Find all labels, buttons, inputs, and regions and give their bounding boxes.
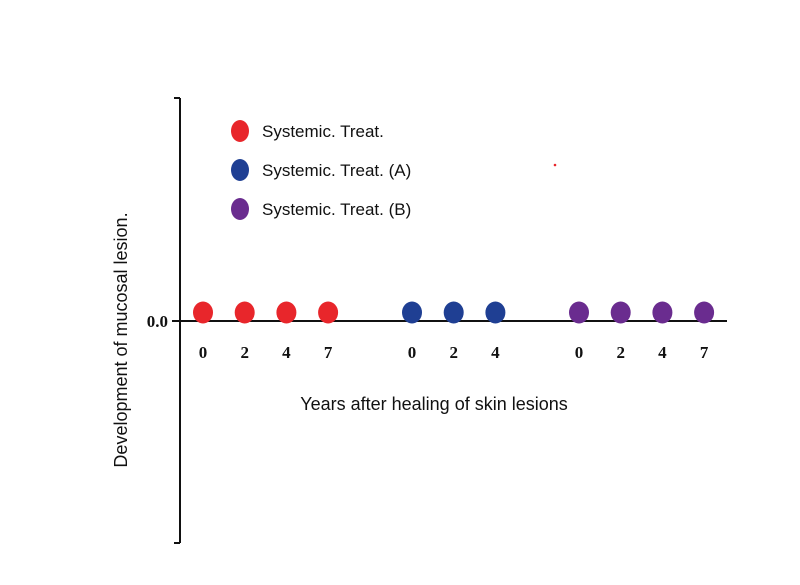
data-point-series-2-1 <box>610 301 631 324</box>
legend-label-1: Systemic. Treat. (A) <box>262 161 411 180</box>
data-point-series-1-2 <box>485 301 506 324</box>
data-point-series-2-3 <box>694 301 715 324</box>
data-point-series-0-3 <box>318 301 339 324</box>
x-tick-label-series-1-2: 4 <box>491 343 500 362</box>
x-tick-label-series-2-0: 0 <box>575 343 584 362</box>
data-point-series-2-0 <box>569 301 589 324</box>
x-tick-label-series-2-3: 7 <box>700 343 709 362</box>
x-tick-label-series-1-1: 2 <box>449 343 458 362</box>
legend-label-2: Systemic. Treat. (B) <box>262 200 411 219</box>
data-point-series-1-0 <box>402 301 422 324</box>
data-point-series-2-2 <box>652 301 673 324</box>
x-tick-label-series-0-2: 4 <box>282 343 291 362</box>
legend-marker-2 <box>231 198 249 220</box>
data-point-series-0-2 <box>276 301 297 324</box>
stray-dot <box>553 163 557 167</box>
x-tick-label-series-1-0: 0 <box>408 343 417 362</box>
legend-marker-1 <box>231 159 249 181</box>
legend: Systemic. Treat. Systemic. Treat. (A) Syst… <box>231 120 411 220</box>
y-axis-title: Development of mucosal lesion. <box>111 212 131 467</box>
x-tick-label-series-0-3: 7 <box>324 343 333 362</box>
x-tick-label-series-0-1: 2 <box>240 343 249 362</box>
x-tick-label-series-2-1: 2 <box>616 343 625 362</box>
data-points <box>193 301 715 324</box>
legend-label-0: Systemic. Treat. <box>262 122 384 141</box>
y-tick-label: 0.0 <box>147 312 168 331</box>
data-point-series-0-0 <box>193 301 213 324</box>
x-tick-label-series-0-0: 0 <box>199 343 208 362</box>
data-point-series-0-1 <box>234 301 255 324</box>
data-point-series-1-1 <box>443 301 464 324</box>
x-tick-label-series-2-2: 4 <box>658 343 667 362</box>
legend-marker-0 <box>231 120 249 142</box>
x-tick-labels: 0 2 4 7 0 2 4 0 2 4 7 <box>199 343 709 362</box>
x-axis-title: Years after healing of skin lesions <box>300 394 568 414</box>
